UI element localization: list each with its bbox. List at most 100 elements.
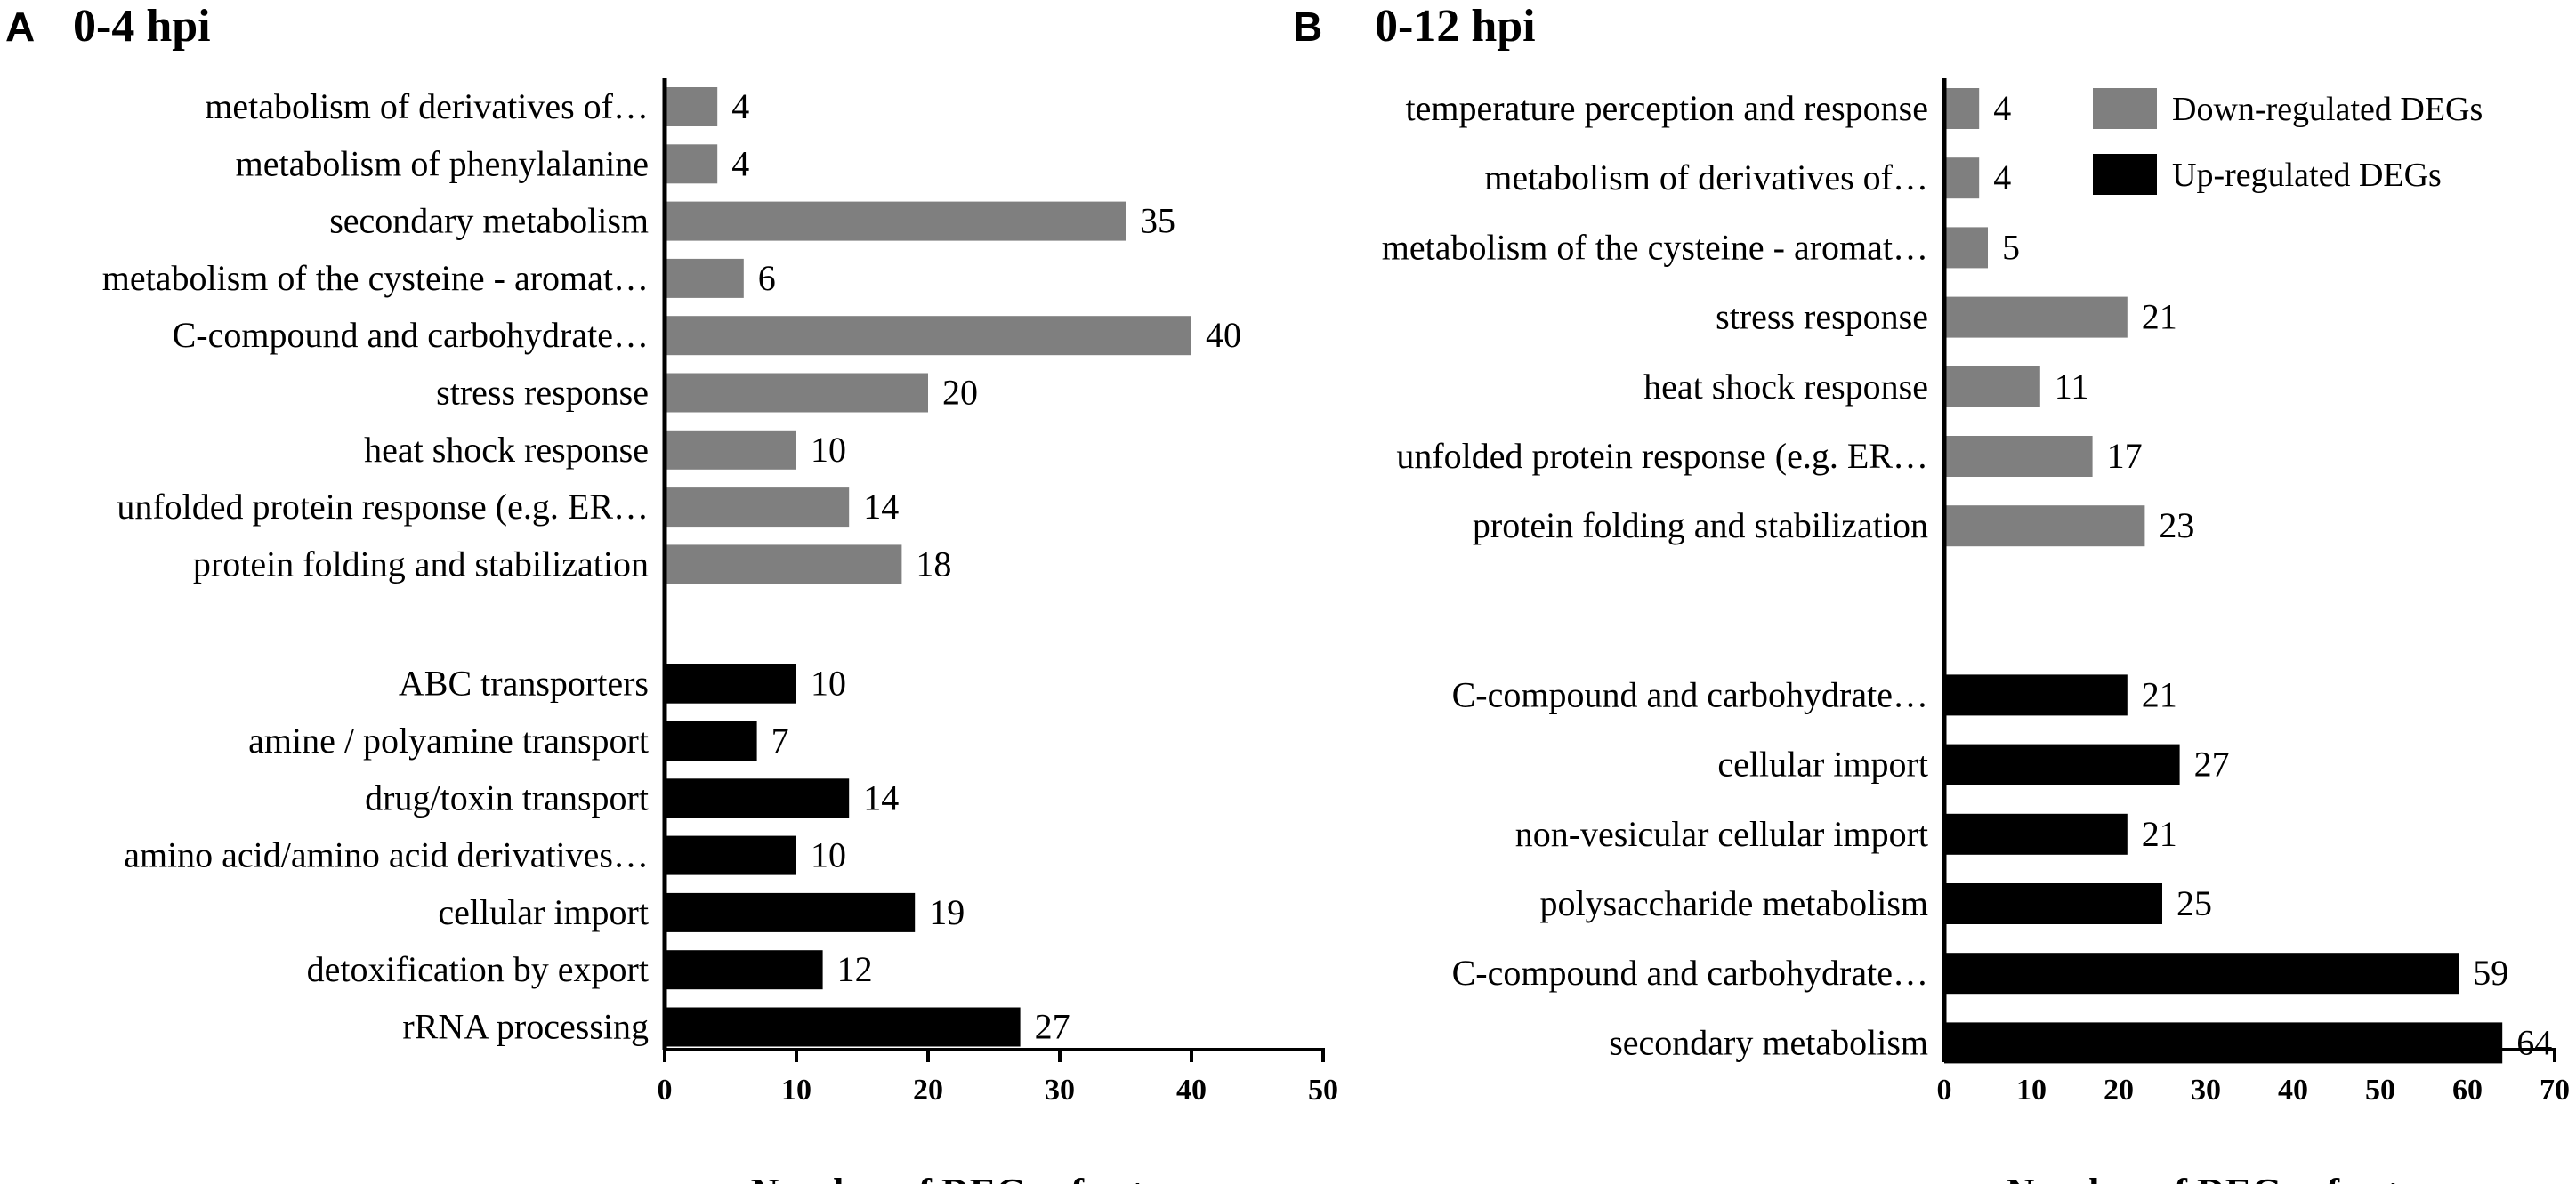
x-tick-label-40: 40 xyxy=(2278,1074,2308,1107)
value-label-up-5: 59 xyxy=(2473,953,2508,993)
bar-up-6 xyxy=(1944,1022,2503,1064)
chart-panel-b: B 0-12 hpi temperature perception and re… xyxy=(1288,0,2576,1184)
category-label-down-4: metabolism of the cysteine - aromat… xyxy=(102,258,649,298)
panel-letter-a: A xyxy=(5,4,36,50)
value-label-up-6: 64 xyxy=(2516,1022,2552,1062)
value-label-up-2: 27 xyxy=(2194,745,2230,785)
category-label-down-3: metabolism of the cysteine - aromat… xyxy=(1382,227,1928,267)
legend-label-up: Up-regulated DEGs xyxy=(2172,157,2442,194)
category-label-up-3: non-vesicular cellular import xyxy=(1515,814,1928,854)
bar-up-2 xyxy=(1944,744,2180,785)
category-label-up-2: cellular import xyxy=(1717,745,1928,785)
bar-up-7 xyxy=(665,1007,1021,1047)
x-axis-title: Number of DEGs of category xyxy=(751,1171,1238,1184)
bar-down-3 xyxy=(1944,227,1988,269)
x-tick-label-0: 0 xyxy=(1937,1074,1952,1107)
bar-up-3 xyxy=(665,778,850,818)
bar-down-7 xyxy=(1944,505,2145,547)
value-label-down-5: 40 xyxy=(1206,315,1241,355)
bar-down-7 xyxy=(665,430,796,470)
value-label-down-5: 11 xyxy=(2055,366,2089,407)
bar-up-2 xyxy=(665,721,757,761)
bar-down-1 xyxy=(1944,88,1980,129)
panel-letter-b: B xyxy=(1293,4,1323,50)
category-label-up-6: detoxification by export xyxy=(307,949,649,989)
x-tick-label-20: 20 xyxy=(913,1074,943,1107)
category-label-up-1: ABC transporters xyxy=(399,664,649,704)
bar-down-2 xyxy=(665,144,718,184)
bar-up-1 xyxy=(665,664,796,704)
bar-up-6 xyxy=(665,950,823,990)
bar-down-2 xyxy=(1944,157,1980,199)
bar-down-8 xyxy=(665,487,850,528)
legend-swatch-down xyxy=(2093,88,2157,129)
category-label-up-5: cellular import xyxy=(438,892,649,932)
x-tick-label-30: 30 xyxy=(1045,1074,1075,1107)
x-tick-label-50: 50 xyxy=(2365,1074,2395,1107)
value-label-down-6: 17 xyxy=(2107,436,2143,476)
category-label-down-1: metabolism of derivatives of… xyxy=(205,86,649,126)
value-label-up-7: 27 xyxy=(1035,1007,1070,1047)
category-label-up-1: C-compound and carbohydrate… xyxy=(1452,674,1928,714)
bar-down-4 xyxy=(1944,296,2128,338)
category-label-up-4: amino acid/amino acid derivatives… xyxy=(124,835,649,875)
category-label-down-3: secondary metabolism xyxy=(329,201,649,241)
category-label-down-1: temperature perception and response xyxy=(1405,88,1928,128)
value-label-up-6: 12 xyxy=(837,949,873,989)
category-label-down-9: protein folding and stabilization xyxy=(193,544,649,584)
value-label-down-7: 10 xyxy=(811,430,846,470)
category-label-up-4: polysaccharide metabolism xyxy=(1539,883,1928,923)
value-label-down-4: 21 xyxy=(2142,297,2177,337)
value-label-down-6: 20 xyxy=(942,373,978,413)
bar-up-3 xyxy=(1944,813,2128,855)
bar-up-4 xyxy=(1944,883,2162,924)
value-label-down-9: 18 xyxy=(916,544,951,584)
bar-up-4 xyxy=(665,835,796,875)
bar-down-5 xyxy=(665,316,1191,356)
category-label-down-6: stress response xyxy=(436,373,649,413)
category-label-down-7: protein folding and stabilization xyxy=(1473,505,1928,545)
bar-chart-a: metabolism of derivatives of… 4 metabolism… xyxy=(102,78,1338,1184)
category-label-down-6: unfolded protein response (e.g. ER… xyxy=(1396,436,1928,476)
value-label-down-7: 23 xyxy=(2159,505,2194,545)
x-tick-label-60: 60 xyxy=(2452,1074,2483,1107)
category-label-up-6: secondary metabolism xyxy=(1609,1022,1928,1062)
category-label-down-5: heat shock response xyxy=(1643,366,1928,407)
panel-title-a: 0-4 hpi xyxy=(73,1,211,52)
panel-title-b: 0-12 hpi xyxy=(1375,1,1536,52)
value-label-down-1: 4 xyxy=(731,86,749,126)
legend-label-down: Down-regulated DEGs xyxy=(2172,91,2483,128)
bar-down-4 xyxy=(665,258,744,298)
bar-up-1 xyxy=(1944,674,2128,716)
value-label-up-5: 19 xyxy=(929,892,965,932)
x-tick-label-50: 50 xyxy=(1308,1074,1338,1107)
x-tick-label-20: 20 xyxy=(2104,1074,2134,1107)
bar-down-1 xyxy=(665,87,718,126)
category-label-down-7: heat shock response xyxy=(364,430,649,470)
bar-down-3 xyxy=(665,201,1126,241)
value-label-down-3: 35 xyxy=(1140,201,1175,241)
value-label-down-8: 14 xyxy=(863,487,899,527)
value-label-up-2: 7 xyxy=(771,721,789,761)
x-tick-label-40: 40 xyxy=(1176,1074,1207,1107)
category-label-down-2: metabolism of phenylalanine xyxy=(236,143,649,183)
value-label-down-2: 4 xyxy=(1993,157,2011,197)
category-label-down-8: unfolded protein response (e.g. ER… xyxy=(117,487,649,527)
value-label-down-3: 5 xyxy=(2002,227,2020,267)
category-label-up-2: amine / polyamine transport xyxy=(248,721,649,761)
legend-swatch-up xyxy=(2093,154,2157,195)
bar-chart-b: temperature perception and response 4 meta… xyxy=(1382,78,2570,1184)
value-label-down-2: 4 xyxy=(731,143,749,183)
x-axis-title: Number of DEGs of category xyxy=(2007,1171,2493,1184)
category-label-up-5: C-compound and carbohydrate… xyxy=(1452,953,1928,993)
x-tick-label-70: 70 xyxy=(2540,1074,2570,1107)
value-label-up-4: 25 xyxy=(2176,883,2212,923)
category-label-up-3: drug/toxin transport xyxy=(365,777,649,818)
category-label-down-2: metabolism of derivatives of… xyxy=(1484,157,1928,197)
x-tick-label-10: 10 xyxy=(781,1074,812,1107)
value-label-down-4: 6 xyxy=(758,258,776,298)
value-label-up-1: 10 xyxy=(811,664,846,704)
bar-down-6 xyxy=(665,373,928,413)
x-tick-label-10: 10 xyxy=(2016,1074,2047,1107)
x-tick-label-30: 30 xyxy=(2191,1074,2221,1107)
